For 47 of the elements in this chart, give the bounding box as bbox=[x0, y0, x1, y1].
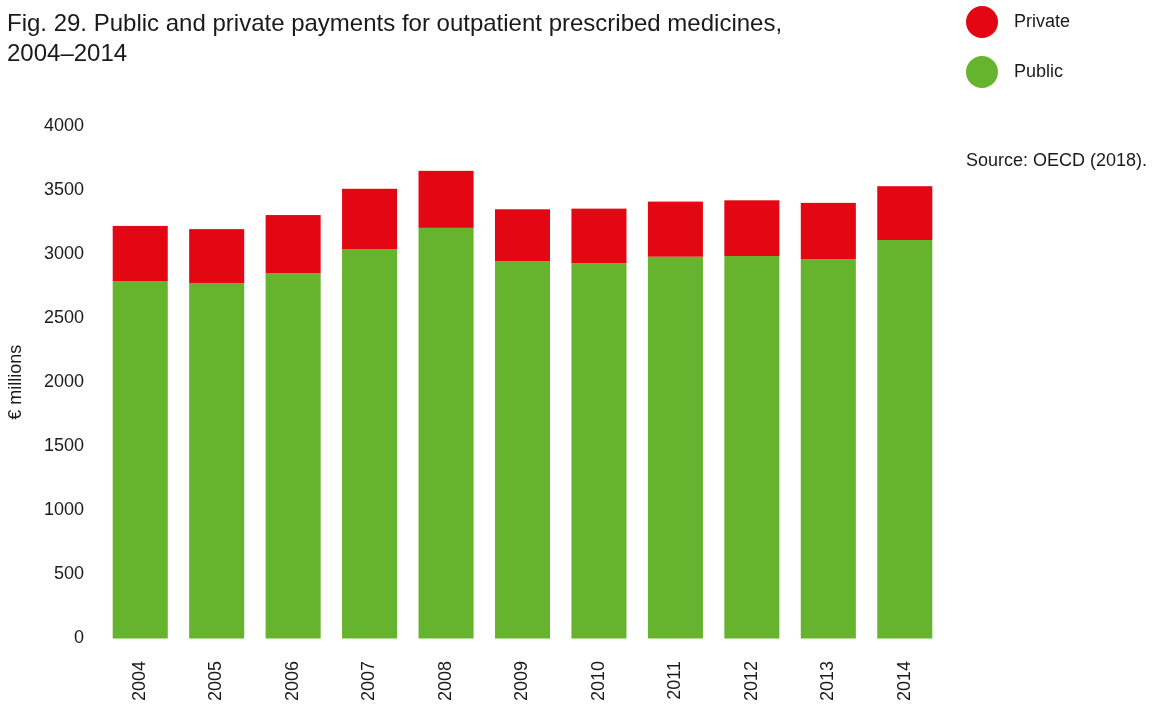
bar bbox=[877, 240, 933, 639]
y-tick-label: 3500 bbox=[43, 178, 84, 199]
bar bbox=[494, 209, 551, 262]
legend-label: Private bbox=[1014, 10, 1071, 31]
bar bbox=[342, 249, 398, 639]
x-tick-label: 2006 bbox=[281, 661, 302, 702]
bar bbox=[112, 281, 168, 639]
bar bbox=[800, 202, 856, 260]
bar bbox=[112, 225, 168, 282]
y-tick-label: 1000 bbox=[43, 499, 84, 520]
bar bbox=[418, 227, 474, 639]
y-tick-label: 0 bbox=[73, 627, 84, 648]
bar bbox=[571, 208, 627, 264]
bar bbox=[647, 256, 703, 639]
bar bbox=[800, 259, 856, 639]
x-tick-label: 2008 bbox=[434, 661, 455, 702]
bar bbox=[877, 186, 933, 241]
bar bbox=[571, 263, 627, 639]
x-tick-label: 2009 bbox=[511, 661, 532, 702]
bar bbox=[265, 215, 321, 274]
source-note: Source: OECD (2018). bbox=[966, 149, 1148, 170]
bar bbox=[265, 273, 321, 639]
y-tick-label: 2500 bbox=[43, 306, 84, 327]
y-axis-title: € millions bbox=[4, 344, 25, 420]
x-tick-label: 2012 bbox=[740, 661, 761, 702]
x-tick-label: 2011 bbox=[664, 661, 685, 700]
bar bbox=[494, 261, 551, 639]
bar bbox=[342, 188, 398, 249]
y-tick-label: 2000 bbox=[43, 371, 84, 391]
bar bbox=[724, 200, 780, 257]
x-tick-label: 2014 bbox=[893, 661, 914, 702]
y-tick-label: 3000 bbox=[43, 242, 84, 263]
x-tick-label: 2007 bbox=[358, 661, 379, 702]
legend-label: Public bbox=[1014, 60, 1064, 81]
chart-title: Fig. 29. Public and private payments for outpatient prescribed medicines, 2004–2014 bbox=[7, 9, 783, 66]
x-tick-label: 2013 bbox=[817, 661, 838, 702]
bar bbox=[647, 201, 703, 257]
bar bbox=[418, 170, 474, 228]
bar bbox=[724, 256, 780, 639]
x-tick-label: 2005 bbox=[205, 661, 226, 702]
bar bbox=[189, 229, 245, 283]
y-tick-label: 1500 bbox=[43, 435, 84, 456]
x-tick-label: 2004 bbox=[128, 661, 149, 702]
x-tick-label: 2010 bbox=[587, 661, 608, 702]
y-tick-label: 4000 bbox=[43, 114, 84, 135]
y-tick-label: 500 bbox=[53, 563, 84, 584]
bar bbox=[189, 282, 245, 639]
